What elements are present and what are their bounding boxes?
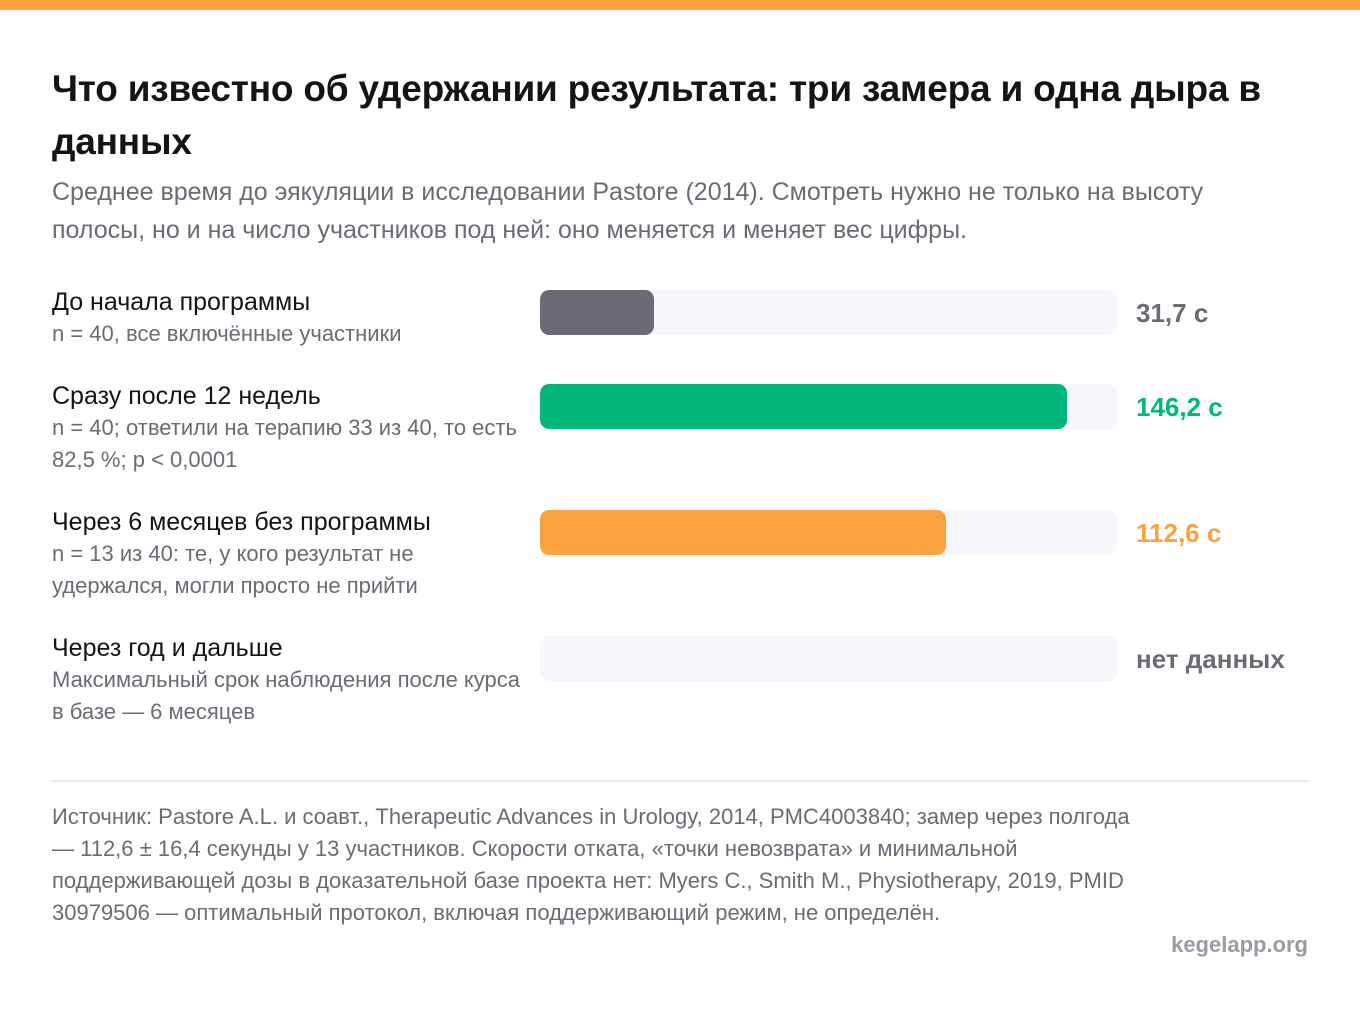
source-note: Источник: Pastore A.L. и соавт., Therape…: [52, 804, 1130, 925]
category-note: n = 13 из 40: те, у кого результат не уд…: [52, 541, 418, 598]
category-note: n = 40; ответили на терапию 33 из 40, то…: [52, 415, 517, 472]
chart-title: Что известно об удержании результата: тр…: [52, 68, 1261, 162]
row-label-block: Сразу после 12 недель n = 40; ответили на…: [52, 380, 522, 476]
bar-track: [540, 384, 1117, 429]
category-note: Максимальный срок наблюдения после курса…: [52, 667, 521, 724]
row-label-block: Через 6 месяцев без программы n = 13 из 4…: [52, 506, 522, 602]
bar: [540, 290, 654, 335]
data-label: нет данных: [1136, 644, 1285, 674]
bar-track: [540, 636, 1117, 681]
bar: [540, 384, 1067, 429]
bar-track: [540, 510, 1117, 555]
brand-link[interactable]: kegelapp.org: [1171, 932, 1308, 957]
row-label-block: До начала программы n = 40, все включённы…: [52, 286, 522, 350]
data-label: 146,2 с: [1136, 392, 1223, 422]
row-label-block: Через год и дальше Максимальный срок набл…: [52, 632, 522, 728]
category-note: n = 40, все включённые участники: [52, 321, 402, 346]
bar: [540, 510, 946, 555]
bar-track: [540, 290, 1117, 335]
category-label: Сразу после 12 недель: [52, 382, 321, 410]
divider: [52, 780, 1309, 782]
data-label: 31,7 с: [1136, 298, 1209, 328]
category-label: До начала программы: [52, 288, 311, 316]
category-label: Через 6 месяцев без программы: [52, 508, 431, 536]
chart-subtitle: Среднее время до эякуляции в исследовани…: [52, 178, 1204, 244]
category-label: Через год и дальше: [52, 634, 283, 662]
top-accent-bar: [0, 0, 1360, 10]
data-label: 112,6 с: [1136, 518, 1222, 548]
